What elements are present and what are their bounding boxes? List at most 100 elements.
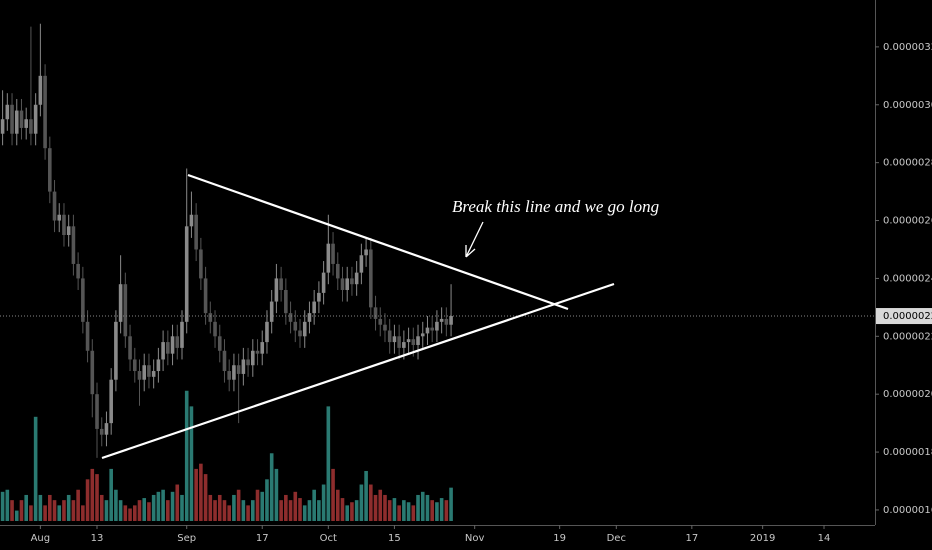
x-tick-label: Sep <box>177 533 196 544</box>
candle-body <box>170 336 175 354</box>
volume-bar <box>43 505 47 521</box>
candle-body <box>340 278 345 290</box>
volume-bar <box>33 416 38 521</box>
candle-body <box>66 226 71 236</box>
volume-bar <box>439 498 444 521</box>
candle-body <box>378 318 383 325</box>
candle-body <box>392 336 397 343</box>
x-tick-label: 2019 <box>750 533 775 544</box>
volume-bar <box>236 489 241 521</box>
volume-bar <box>62 500 66 521</box>
volume-bar <box>170 491 175 521</box>
volume-bar <box>203 474 208 521</box>
volume-bar <box>10 500 14 521</box>
candle-body <box>345 278 350 290</box>
volume-bar <box>425 494 430 521</box>
volume-bar <box>397 505 401 521</box>
volume-bar <box>288 500 293 521</box>
candle-body <box>85 321 90 351</box>
volume-bar <box>435 502 439 521</box>
candle-body <box>62 214 66 236</box>
candle-body <box>14 110 19 134</box>
volume-bar <box>161 489 165 521</box>
volume-bar <box>57 505 62 521</box>
volume-bar <box>359 484 364 521</box>
volume-bar <box>0 491 5 521</box>
candle-body <box>260 342 265 354</box>
candle-body <box>128 336 132 360</box>
volume-bar <box>449 487 453 521</box>
candle-body <box>246 359 250 366</box>
volume-bar <box>274 468 279 521</box>
volume-bar <box>369 484 373 521</box>
candle-body <box>317 292 321 302</box>
volume-bar <box>85 479 90 521</box>
candle-body <box>331 243 335 264</box>
y-tick-label: 0.00000260 <box>883 216 932 227</box>
candle-body <box>71 226 76 264</box>
candle-body <box>52 191 57 221</box>
candle-body <box>288 313 293 322</box>
candle-body <box>123 284 128 337</box>
volume-bar <box>411 505 416 521</box>
support-trendline <box>101 282 615 460</box>
x-tick-label: 14 <box>818 533 831 544</box>
candle-body <box>175 336 180 348</box>
last-price-label: 0.00000227 <box>883 311 932 322</box>
candle-body <box>147 365 151 377</box>
candle-body <box>265 321 269 343</box>
volume-bar <box>189 406 194 521</box>
volume-bar <box>213 500 217 521</box>
x-tick-label: 13 <box>91 533 104 544</box>
candle-body <box>114 321 118 380</box>
volume-bar <box>151 494 156 521</box>
x-tick-label: 15 <box>388 533 401 544</box>
candle-body <box>274 278 279 302</box>
volume-bar <box>71 500 76 521</box>
candle-body <box>203 278 208 314</box>
candle-body <box>118 284 123 322</box>
candle-body <box>406 339 411 343</box>
volume-bar <box>392 498 397 521</box>
y-tick-label: 0.00000300 <box>883 100 932 111</box>
candle-body <box>425 327 430 334</box>
volume-bar <box>406 502 411 521</box>
candle-body <box>24 119 29 128</box>
volume-bar <box>373 494 378 521</box>
candle-body <box>369 249 373 308</box>
candle-body <box>397 336 401 348</box>
volume-bar <box>147 502 151 521</box>
y-tick-label: 0.00000160 <box>883 505 932 516</box>
volume-bar <box>128 508 132 521</box>
candle-body <box>5 104 10 120</box>
candle-body <box>335 263 340 279</box>
candle-body <box>132 359 137 372</box>
y-tick-label: 0.00000280 <box>883 158 932 169</box>
volume-bar <box>279 500 283 521</box>
candle-body <box>302 321 307 337</box>
volume-bar <box>293 491 298 521</box>
volume-bar <box>194 468 198 521</box>
volume-bar <box>302 505 307 521</box>
annotation: Break this line and we go long <box>452 197 659 216</box>
candle-body <box>194 214 198 250</box>
volume-bar <box>269 453 274 521</box>
candle-body <box>269 301 274 322</box>
x-tick-label: 17 <box>256 533 269 544</box>
candle-body <box>156 359 161 372</box>
volume-bar <box>265 479 269 521</box>
candle-body <box>189 214 194 227</box>
candle-body <box>439 318 444 322</box>
volume-bar <box>52 500 57 521</box>
x-tick-label: Aug <box>31 533 51 544</box>
volume-bar <box>175 484 180 521</box>
candle-body <box>95 394 99 429</box>
volume-bar <box>137 500 142 521</box>
y-tick-label: 0.00000200 <box>883 389 932 400</box>
volume-bar <box>217 494 222 521</box>
volume-bar <box>335 489 340 521</box>
volume-bar <box>317 500 321 521</box>
candle-body <box>255 350 260 354</box>
candle-body <box>0 119 5 134</box>
volume-bar <box>321 484 326 521</box>
